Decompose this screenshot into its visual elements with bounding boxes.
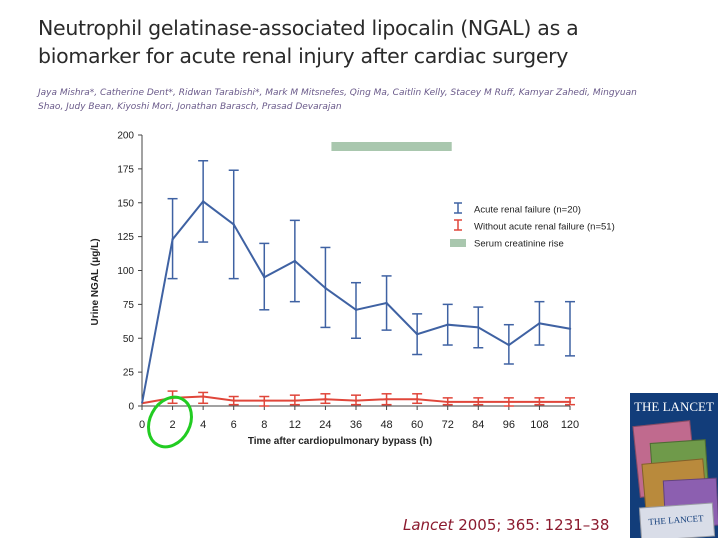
x-tick-label: 2	[170, 419, 176, 431]
data-point	[354, 399, 358, 402]
x-tick-label: 36	[350, 419, 362, 431]
data-point	[324, 286, 327, 290]
data-point	[263, 399, 266, 402]
y-tick-label: 75	[123, 300, 135, 311]
data-point	[415, 398, 419, 401]
journal-masthead: THE LANCET	[634, 399, 714, 414]
data-point	[568, 400, 572, 404]
legend-label: Acute renal failure (n=20)	[474, 205, 581, 216]
x-tick-label: 6	[231, 419, 237, 431]
data-point	[171, 238, 174, 241]
data-point	[324, 398, 327, 401]
y-tick-label: 150	[117, 198, 134, 209]
creatinine-band-layer	[331, 142, 452, 151]
x-tick-label: 84	[472, 419, 484, 431]
data-point	[446, 400, 449, 404]
data-point	[507, 400, 511, 404]
x-tick-label: 0	[139, 419, 145, 431]
data-point	[538, 400, 541, 404]
data-point	[477, 326, 480, 329]
x-tick-label: 60	[411, 419, 423, 431]
data-point	[293, 399, 297, 402]
x-tick-label: 12	[289, 419, 301, 431]
author-list: Jaya Mishra*, Catherine Dent*, Ridwan Ta…	[38, 88, 637, 112]
y-tick-label: 200	[117, 131, 134, 142]
legend-label: Without acute renal failure (n=51)	[474, 222, 615, 233]
chart-series-layer	[141, 159, 575, 407]
x-tick-label: 24	[319, 419, 331, 431]
slide-title: Neutrophil gelatinase-associated lipocal…	[38, 16, 579, 68]
data-point	[232, 223, 235, 226]
data-point	[385, 398, 388, 401]
citation-reference: 2005; 365: 1231–38	[453, 516, 610, 534]
x-tick-label: 48	[380, 419, 392, 431]
data-point	[507, 343, 511, 347]
data-point	[293, 259, 297, 263]
legend-symbol	[450, 239, 466, 247]
data-point	[201, 395, 205, 398]
data-point	[477, 400, 480, 404]
x-tick-label: 96	[503, 419, 515, 431]
data-point	[263, 276, 266, 279]
y-axis-label: Urine NGAL (μg/L)	[90, 238, 101, 325]
data-point	[201, 200, 205, 203]
data-point	[354, 308, 358, 311]
y-tick-label: 50	[123, 334, 135, 345]
highlight-ellipse	[147, 395, 193, 449]
data-point	[232, 399, 235, 402]
creatinine-band	[331, 142, 452, 151]
data-point	[415, 332, 419, 336]
x-tick-label: 4	[200, 419, 206, 431]
citation-journal: Lancet	[403, 516, 454, 534]
x-tick-label: 72	[442, 419, 454, 431]
data-point	[538, 322, 541, 325]
y-tick-label: 175	[117, 164, 134, 175]
y-tick-label: 125	[117, 232, 134, 243]
legend-label: Serum creatinine rise	[474, 239, 564, 250]
data-point	[568, 327, 572, 330]
y-tick-label: 25	[123, 368, 135, 379]
data-point	[446, 323, 449, 326]
data-point	[385, 301, 388, 305]
x-tick-label: 120	[561, 419, 579, 431]
citation: Lancet 2005; 365: 1231–38	[403, 516, 609, 534]
chart-legend: Acute renal failure (n=20) Without acute …	[450, 202, 615, 250]
x-axis-label: Time after cardiopulmonary bypass (h)	[248, 436, 432, 447]
y-tick-label: 100	[117, 266, 134, 277]
x-tick-label: 108	[530, 419, 548, 431]
lancet-cover-image: THE LANCET THE LANCET	[630, 393, 718, 538]
x-tick-label: 8	[261, 419, 267, 431]
y-tick-label: 0	[128, 402, 134, 413]
